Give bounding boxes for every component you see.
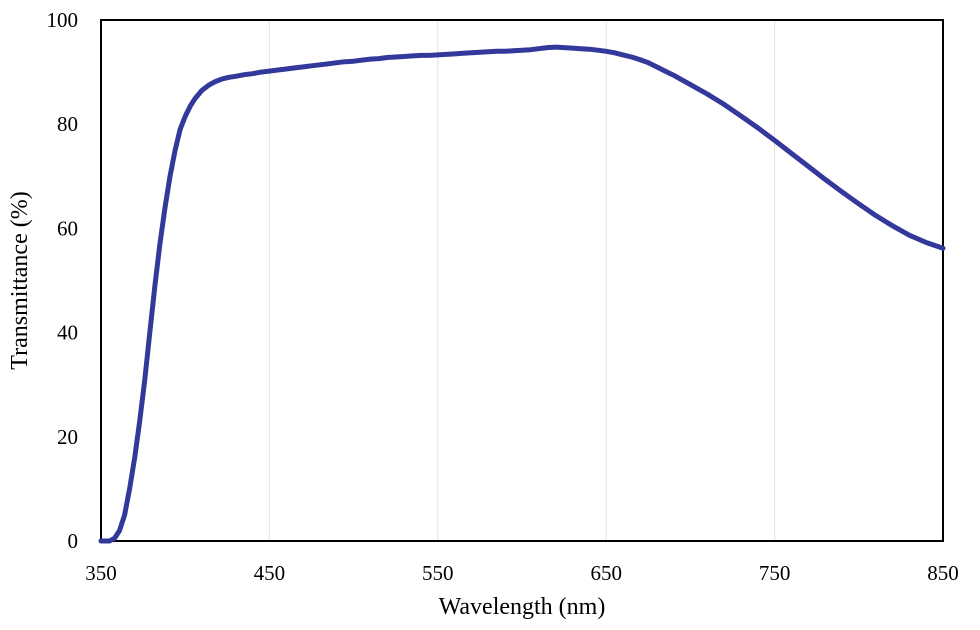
x-tick-label: 350 xyxy=(85,561,117,585)
y-tick-label: 20 xyxy=(57,425,78,449)
x-axis-ticks: 350 450 550 650 750 850 xyxy=(85,561,959,585)
x-tick-label: 850 xyxy=(927,561,959,585)
y-tick-label: 100 xyxy=(47,8,79,32)
y-axis-title: Transmittance (%) xyxy=(7,191,33,369)
series-layer xyxy=(98,44,946,544)
y-tick-label: 80 xyxy=(57,112,78,136)
plot-area-frame xyxy=(100,19,944,542)
y-tick-label: 60 xyxy=(57,216,78,240)
y-tick-label: 40 xyxy=(57,321,78,345)
grid-lines xyxy=(268,20,776,541)
x-tick-label: 650 xyxy=(590,561,622,585)
transmittance-series-line xyxy=(98,44,946,544)
y-axis-ticks: 0 20 40 60 80 100 xyxy=(47,8,79,553)
x-tick-label: 750 xyxy=(759,561,791,585)
x-tick-label: 450 xyxy=(254,561,286,585)
y-tick-label: 0 xyxy=(68,529,79,553)
x-tick-label: 550 xyxy=(422,561,454,585)
x-axis-title: Wavelength (nm) xyxy=(439,594,606,620)
